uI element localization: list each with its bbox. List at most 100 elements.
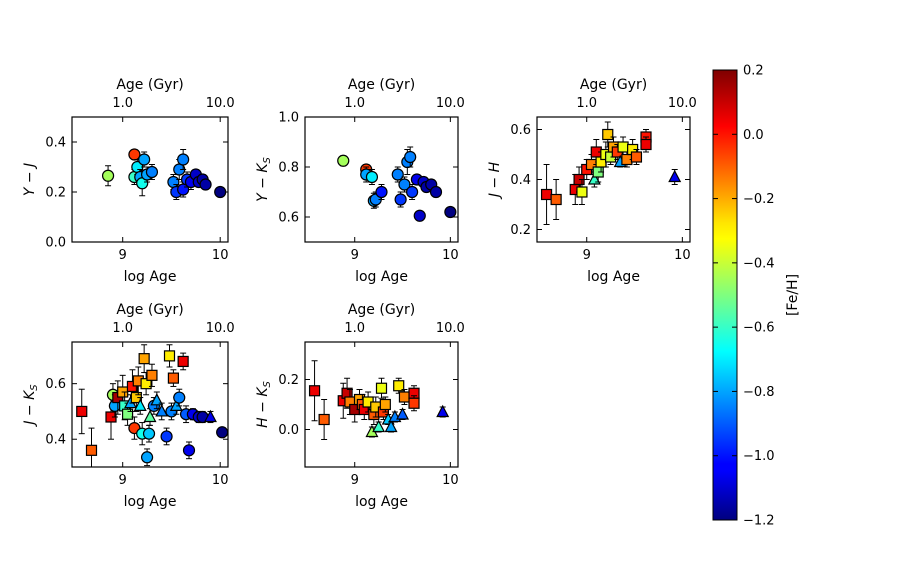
- y-axis-label: H − KS: [255, 381, 273, 428]
- y-axis-label: Y − J: [22, 163, 38, 196]
- top-tick-label: 1.0: [344, 321, 365, 336]
- data-point-square: [408, 397, 420, 409]
- data-point-square: [121, 408, 134, 420]
- top-tick-label: 1.0: [112, 96, 133, 111]
- x-axis-label: log Age: [355, 269, 408, 285]
- top-tick-label: 1.0: [344, 96, 365, 111]
- panel-h-ks: 9 10 log Age 1.0 10.0 Age (Gyr) 0.0 0.2 H − KS: [255, 302, 465, 510]
- data-point-circle: [145, 165, 159, 179]
- axes-frame: [304, 341, 459, 468]
- top-tick-label: 1.0: [112, 321, 133, 336]
- x-tick-label: 9: [119, 473, 127, 488]
- y-axis-label-sub: S: [262, 156, 273, 163]
- y-tick-label: 0.4: [45, 136, 66, 151]
- data-point-circle: [160, 430, 173, 443]
- data-point-triangle: [133, 398, 147, 411]
- y-axis-label-main: H: [255, 417, 271, 428]
- colorbar-tick-label: 0.0: [743, 128, 764, 143]
- data-point-square: [76, 405, 88, 418]
- data-point-triangle: [668, 169, 682, 183]
- data-point-circle: [444, 205, 457, 219]
- data-point-circle: [391, 168, 404, 181]
- data-point-circle: [182, 444, 196, 457]
- axes-frame: [304, 116, 459, 243]
- data-point-circle: [167, 175, 180, 189]
- data-point-circle: [214, 185, 227, 199]
- colorbar-tick-label: −0.8: [743, 385, 775, 400]
- data-point-circle: [365, 170, 379, 184]
- x-tick-label: 10: [212, 248, 229, 263]
- panel-y-j: 9 10 log Age 1.0 10.0 Age (Gyr) 0.0 0.2 0.4 Y − J: [22, 77, 235, 285]
- data-point-square: [398, 391, 411, 403]
- y-tick-label: 0.6: [45, 377, 66, 392]
- data-points: [308, 360, 450, 440]
- top-tick-label: 10.0: [206, 96, 235, 111]
- data-point-circle: [394, 193, 407, 206]
- data-points: [540, 121, 682, 225]
- top-axis-label: Age (Gyr): [348, 302, 415, 318]
- data-point-square: [138, 353, 150, 365]
- data-point-square: [167, 372, 179, 384]
- data-point-square: [318, 413, 330, 426]
- colorbar-tick-label: −0.6: [743, 321, 775, 336]
- y-axis-label-rest: − H: [487, 161, 503, 193]
- y-tick-label: 1.0: [278, 111, 299, 126]
- data-points: [101, 148, 227, 200]
- data-point-circle: [199, 178, 212, 191]
- y-tick-label: 0.4: [45, 433, 66, 448]
- x-axis-label: log Age: [587, 269, 640, 285]
- data-point-square: [85, 444, 98, 456]
- data-point-square: [375, 382, 388, 394]
- y-tick-label: 0.0: [45, 236, 66, 251]
- data-point-triangle: [155, 404, 169, 417]
- x-axis-label: log Age: [355, 494, 408, 510]
- y-axis-label: J − KS: [22, 384, 40, 428]
- colorbar-tick-label: −0.2: [743, 192, 775, 207]
- data-point-circle: [101, 169, 115, 182]
- x-tick-label: 10: [442, 473, 459, 488]
- data-point-triangle: [203, 409, 217, 423]
- colorbar-gradient: [712, 69, 738, 521]
- x-tick-label: 10: [212, 473, 229, 488]
- x-tick-label: 10: [442, 248, 459, 263]
- colorbar-ticks: 0.2 0.0 −0.2 −0.4 −0.6 −0.8 −1.0 −1.2: [713, 64, 775, 529]
- data-points: [337, 146, 457, 222]
- data-point-square: [540, 188, 553, 201]
- x-axis-label: log Age: [124, 494, 177, 510]
- y-tick-label: 0.8: [278, 161, 299, 176]
- x-tick-label: 10: [674, 248, 691, 263]
- panel-j-h: 9 10 log Age 1.0 10.0 Age (Gyr) 0.2 0.4 0.6 J − H: [487, 77, 697, 285]
- panel-y-ks: 9 10 log Age 1.0 10.0 Age (Gyr) 0.6 0.8 1.0 Y − K…: [255, 77, 465, 285]
- top-tick-label: 10.0: [436, 96, 465, 111]
- data-point-circle: [429, 185, 443, 199]
- data-point-triangle: [587, 172, 601, 185]
- colorbar-tick-label: 0.2: [743, 64, 764, 79]
- data-point-circle: [142, 427, 156, 440]
- y-tick-label: 0.4: [510, 173, 531, 188]
- data-point-circle: [216, 426, 228, 439]
- y-axis-label-rest: − K: [22, 389, 38, 421]
- axes-frame: [71, 116, 229, 243]
- data-point-square: [550, 193, 562, 206]
- data-point-circle: [173, 391, 186, 404]
- data-point-circle: [406, 185, 419, 199]
- y-tick-label: 0.0: [278, 423, 299, 438]
- data-point-circle: [337, 154, 350, 167]
- top-axis-label: Age (Gyr): [116, 77, 183, 93]
- colorbar-tick-label: −1.0: [743, 449, 775, 464]
- x-tick-label: 9: [119, 248, 127, 263]
- data-point-square: [308, 385, 321, 397]
- top-axis-label: Age (Gyr): [580, 77, 647, 93]
- x-axis-label: log Age: [124, 269, 177, 285]
- colorbar-tick-label: −1.2: [743, 514, 775, 529]
- data-point-circle: [138, 153, 151, 166]
- data-point-triangle: [143, 409, 157, 423]
- data-point-circle: [375, 185, 388, 199]
- data-point-square: [140, 378, 152, 390]
- y-axis-label-main: J: [22, 421, 38, 428]
- axes-frame: [536, 116, 691, 243]
- y-axis-label-main: J: [487, 193, 503, 200]
- data-point-square: [640, 138, 652, 151]
- data-point-triangle: [384, 419, 398, 433]
